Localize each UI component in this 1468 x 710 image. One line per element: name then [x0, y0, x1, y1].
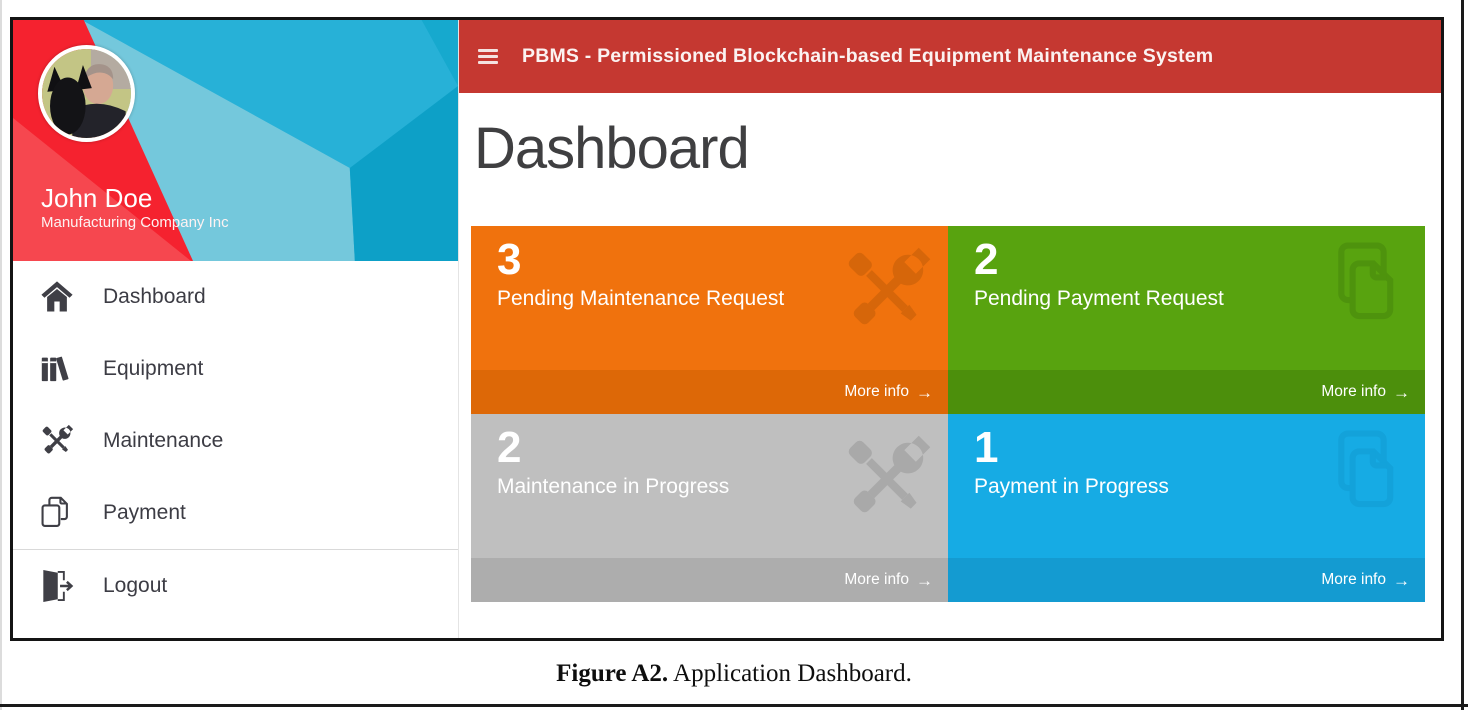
- arrow-right-icon: →: [1393, 570, 1410, 590]
- sidebar-item-label: Payment: [103, 501, 186, 524]
- sidebar-menu: Dashboard Equipment: [13, 261, 458, 638]
- home-icon: [38, 278, 76, 316]
- more-info-label: More info: [1321, 383, 1386, 400]
- app-topbar: PBMS - Permissioned Blockchain-based Equ…: [459, 20, 1441, 93]
- sidebar: John Doe Manufacturing Company Inc Dashb…: [13, 20, 459, 638]
- sidebar-item-logout[interactable]: Logout: [13, 549, 458, 621]
- hamburger-icon[interactable]: [478, 49, 498, 64]
- tools-icon: [836, 240, 938, 342]
- user-company: Manufacturing Company Inc: [41, 214, 229, 231]
- arrow-right-icon: →: [1393, 382, 1410, 402]
- page-right-rule: [1461, 0, 1464, 710]
- user-info: John Doe Manufacturing Company Inc: [41, 183, 229, 231]
- figure-caption-text: Application Dashboard.: [673, 660, 912, 687]
- app-screenshot-frame: John Doe Manufacturing Company Inc Dashb…: [10, 17, 1444, 641]
- main-area: PBMS - Permissioned Blockchain-based Equ…: [459, 20, 1441, 638]
- profile-header: John Doe Manufacturing Company Inc: [13, 20, 458, 261]
- tile-label: Payment in Progress: [974, 475, 1169, 499]
- arrow-right-icon: →: [916, 382, 933, 402]
- tile-count: 3: [497, 235, 522, 284]
- tile-count: 2: [974, 235, 999, 284]
- tile-body: 2 Pending Payment Request: [948, 226, 1425, 370]
- tile-label: Pending Payment Request: [974, 287, 1224, 311]
- tile-pending-maintenance-request: 3 Pending Maintenance Request: [471, 226, 948, 414]
- tile-body: 2 Maintenance in Progress: [471, 414, 948, 558]
- documents-icon: [38, 494, 76, 532]
- tile-label: Maintenance in Progress: [497, 475, 730, 499]
- tile-label: Pending Maintenance Request: [497, 287, 785, 311]
- page-title: Dashboard: [474, 116, 750, 181]
- more-info-link[interactable]: More info →: [471, 558, 948, 602]
- sidebar-item-dashboard[interactable]: Dashboard: [13, 261, 458, 333]
- page-bottom-rule: [0, 704, 1468, 707]
- tile-pending-payment-request: 2 Pending Payment Request: [948, 226, 1425, 414]
- more-info-label: More info: [844, 383, 909, 400]
- dashboard-content: Dashboard 3 Pending Maintenance Request: [459, 93, 1441, 638]
- sidebar-item-label: Dashboard: [103, 285, 206, 308]
- sidebar-item-maintenance[interactable]: Maintenance: [13, 405, 458, 477]
- arrow-right-icon: →: [916, 570, 933, 590]
- figure-caption: Figure A2. Application Dashboard.: [0, 658, 1468, 690]
- more-info-link[interactable]: More info →: [948, 558, 1425, 602]
- sidebar-item-label: Maintenance: [103, 429, 224, 452]
- sidebar-item-label: Logout: [103, 573, 168, 597]
- sidebar-item-payment[interactable]: Payment: [13, 477, 458, 549]
- logout-icon: [38, 567, 76, 605]
- profile-background: [13, 20, 458, 261]
- more-info-label: More info: [844, 571, 909, 588]
- tile-maintenance-in-progress: 2 Maintenance in Progress: [471, 414, 948, 602]
- figure-label: Figure A2.: [556, 660, 669, 687]
- stat-tiles: 3 Pending Maintenance Request: [471, 226, 1425, 602]
- sidebar-item-equipment[interactable]: Equipment: [13, 333, 458, 405]
- tile-body: 1 Payment in Progress: [948, 414, 1425, 558]
- app-title: PBMS - Permissioned Blockchain-based Equ…: [522, 45, 1214, 67]
- tile-count: 1: [974, 423, 999, 472]
- documents-icon: [1315, 238, 1409, 332]
- more-info-link[interactable]: More info →: [948, 370, 1425, 414]
- tile-body: 3 Pending Maintenance Request: [471, 226, 948, 370]
- tools-icon: [836, 428, 938, 530]
- tile-count: 2: [497, 423, 522, 472]
- user-name: John Doe: [41, 183, 153, 214]
- page-edge-strip: [0, 0, 2, 710]
- books-icon: [38, 350, 76, 388]
- avatar: [38, 45, 135, 142]
- documents-icon: [1315, 426, 1409, 520]
- sidebar-item-label: Equipment: [103, 357, 204, 380]
- tile-payment-in-progress: 1 Payment in Progress Mor: [948, 414, 1425, 602]
- tools-icon: [38, 422, 76, 460]
- user-photo: [42, 49, 131, 138]
- more-info-link[interactable]: More info →: [471, 370, 948, 414]
- more-info-label: More info: [1321, 571, 1386, 588]
